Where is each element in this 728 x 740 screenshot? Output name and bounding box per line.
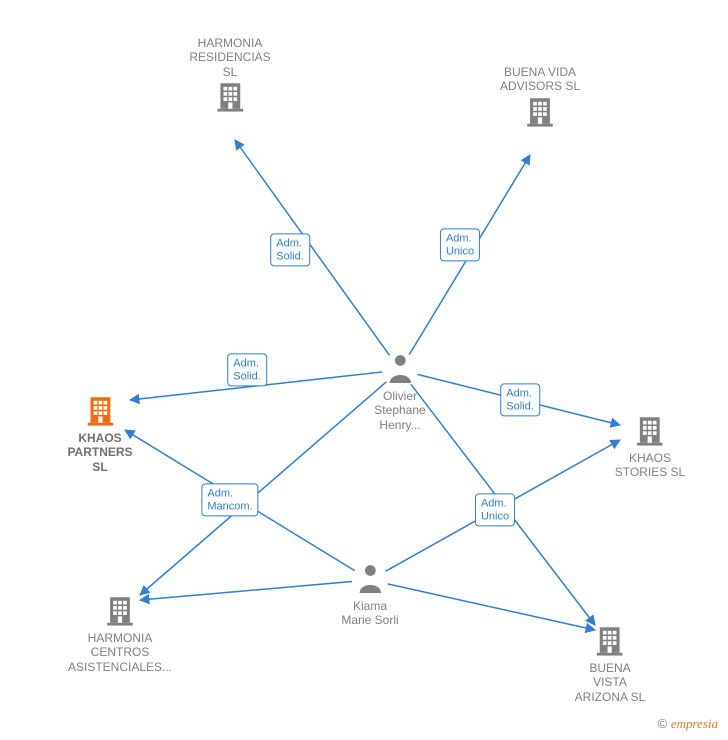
edge <box>411 384 595 625</box>
building-icon <box>633 413 667 447</box>
node-label: KiamaMarie Sorli <box>341 599 398 628</box>
node-label: BUENAVISTAARIZONA SL <box>575 661 646 704</box>
building-icon <box>83 393 117 427</box>
node-khaos_partners[interactable]: KHAOSPARTNERSSL <box>67 393 132 474</box>
diagram-canvas: HARMONIARESIDENCIASSL BUENA VIDAADVISORS… <box>0 0 728 740</box>
building-icon <box>103 593 137 627</box>
node-label: HARMONIARESIDENCIASSL <box>189 36 270 79</box>
edge-label: Adm.Mancom. <box>201 483 258 516</box>
copyright-symbol: © <box>658 716 668 731</box>
edge <box>235 140 390 355</box>
node-buena_vista[interactable]: BUENAVISTAARIZONA SL <box>575 623 646 704</box>
building-icon <box>213 79 247 113</box>
building-icon <box>523 94 557 128</box>
node-kiama[interactable]: KiamaMarie Sorli <box>341 563 398 628</box>
edge <box>409 155 530 355</box>
node-label: KHAOSSTORIES SL <box>615 451 685 480</box>
edge-label: Adm.Solid. <box>227 353 267 386</box>
edge-label: Adm.Solid. <box>270 233 310 266</box>
node-harmonia_res[interactable]: HARMONIARESIDENCIASSL <box>189 32 270 113</box>
node-label: KHAOSPARTNERSSL <box>67 431 132 474</box>
edge <box>386 440 620 571</box>
person-icon <box>386 353 414 385</box>
copyright-brand: empresia <box>671 716 718 731</box>
edge <box>388 584 595 630</box>
edge <box>417 374 620 425</box>
edge-label: Adm.Unico <box>475 493 515 526</box>
edge-label: Adm.Solid. <box>500 383 540 416</box>
person-icon <box>356 563 384 595</box>
building-icon <box>593 623 627 657</box>
edge-label: Adm.Unico <box>440 228 480 261</box>
node-label: HARMONIACENTROSASISTENCIALES... <box>68 631 172 674</box>
edge <box>130 372 382 400</box>
node-buena_vida[interactable]: BUENA VIDAADVISORS SL <box>500 61 580 128</box>
node-olivier[interactable]: OlivierStephaneHenry... <box>374 353 425 432</box>
node-harmonia_centros[interactable]: HARMONIACENTROSASISTENCIALES... <box>68 593 172 674</box>
node-label: BUENA VIDAADVISORS SL <box>500 65 580 94</box>
node-label: OlivierStephaneHenry... <box>374 389 425 432</box>
copyright: © empresia <box>658 716 718 732</box>
node-khaos_stories[interactable]: KHAOSSTORIES SL <box>615 413 685 480</box>
edge <box>125 430 355 571</box>
